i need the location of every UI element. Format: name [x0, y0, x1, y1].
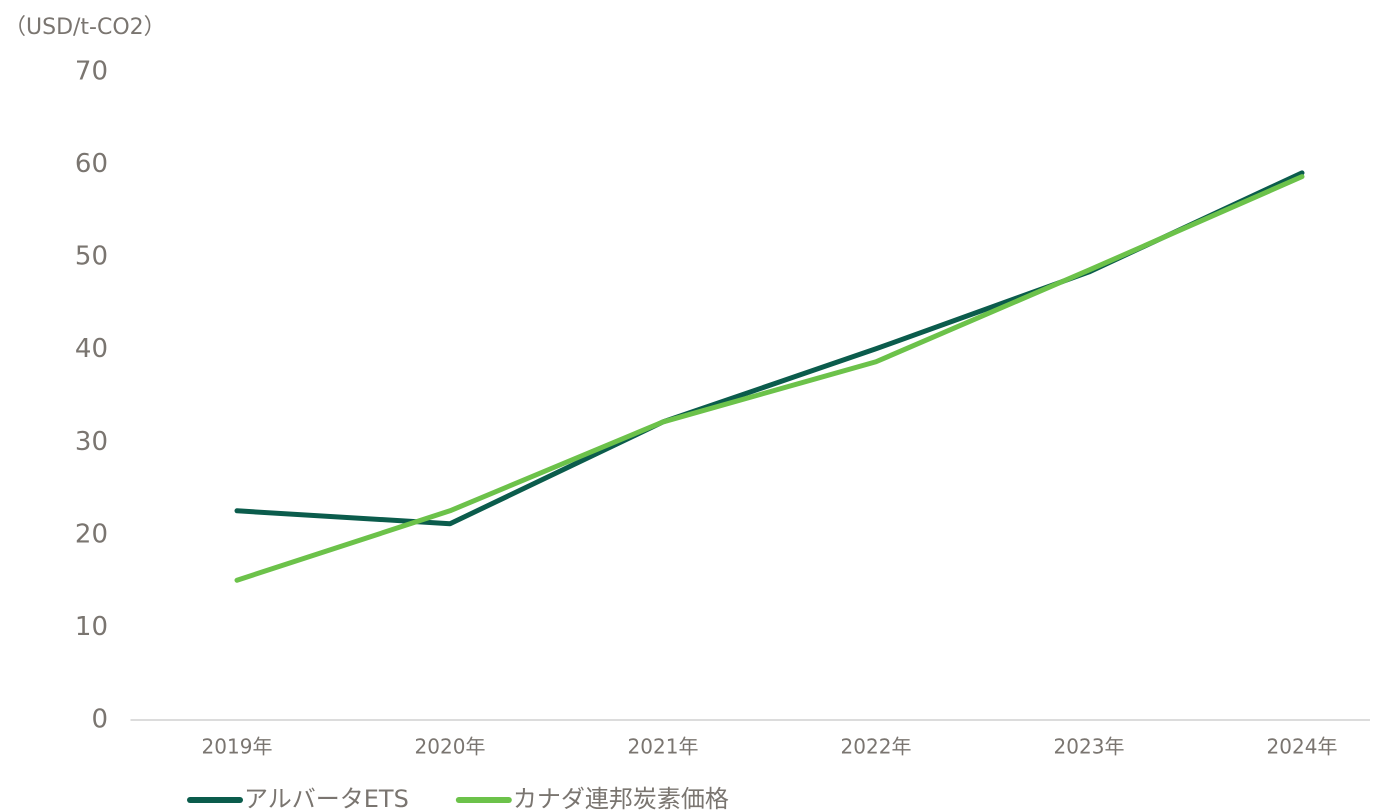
y-tick-label: 0 [91, 705, 108, 735]
y-tick-label: 40 [75, 334, 108, 364]
x-tick-label: 2024年 [1267, 735, 1338, 759]
y-tick-label: 50 [75, 242, 108, 272]
line-series [234, 170, 1305, 527]
line-series [234, 174, 1305, 583]
x-tick-label: 2019年 [202, 735, 273, 759]
y-tick-label: 60 [75, 149, 108, 179]
x-tick-label: 2023年 [1054, 735, 1125, 759]
x-tick-label: 2020年 [415, 735, 486, 759]
legend-label: アルバータETS [244, 785, 409, 812]
y-tick-label: 10 [75, 612, 108, 642]
x-tick-label: 2021年 [628, 735, 699, 759]
y-tick-label: 20 [75, 519, 108, 549]
y-tick-label: 70 [75, 57, 108, 87]
y-axis-label: （USD/t-CO2） [4, 15, 166, 40]
x-tick-label: 2022年 [841, 735, 912, 759]
legend-label: カナダ連邦炭素価格 [513, 785, 729, 812]
y-tick-label: 30 [75, 427, 108, 457]
